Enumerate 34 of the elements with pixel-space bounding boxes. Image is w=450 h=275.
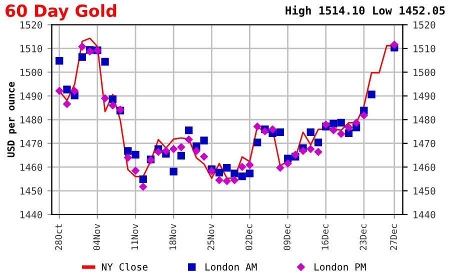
legend-label: London AM (206, 263, 257, 271)
legend-label: London PM (314, 263, 366, 271)
y2-tick-label: 1500 (414, 68, 436, 76)
x-tick-label: 16Dec (322, 224, 328, 250)
y2-tick-label: 1470 (414, 140, 436, 148)
x-tick-label: 09Dec (284, 224, 290, 250)
y-tick-label: 1500 (20, 68, 42, 76)
x-tick-label: 25Nov (207, 224, 214, 250)
x-tick-label: 11Nov (131, 224, 138, 250)
y-tick-label: 1490 (20, 92, 42, 100)
y2-tick-label: 1510 (414, 44, 436, 52)
y2-tick-label: 1450 (414, 187, 436, 195)
y2-tick-label: 1460 (414, 164, 436, 171)
x-tick-label: 28Oct (55, 224, 62, 250)
text: High 1514.10 Low 1452.05 (286, 5, 445, 17)
y-tick-label: 1470 (20, 140, 42, 148)
chart-title: 60 Day Gold (6, 4, 116, 20)
y-tick-label: 1510 (20, 44, 42, 52)
y-tick-label: 1520 (20, 21, 42, 29)
x-tick-label: 23Dec (360, 224, 367, 250)
x-tick-label: 04Nov (93, 224, 100, 250)
y-axis-title: USD per ounce (7, 82, 17, 158)
x-tick-label: 18Nov (169, 224, 176, 250)
x-tick-label: 27Dec (390, 224, 398, 250)
y-tick-label: 1450 (20, 187, 42, 195)
y2-tick-label: 1480 (414, 116, 436, 124)
y-tick-label: 1440 (20, 211, 42, 218)
y2-tick-label: 1520 (414, 21, 436, 29)
y-tick-label: 1460 (20, 164, 42, 171)
y-tick-label: 1480 (20, 116, 42, 124)
y2-tick-label: 1490 (414, 92, 436, 100)
legend-label: NY Close (102, 263, 148, 271)
x-tick-label: 02Dec (246, 224, 252, 250)
y2-tick-label: 1440 (414, 211, 436, 218)
